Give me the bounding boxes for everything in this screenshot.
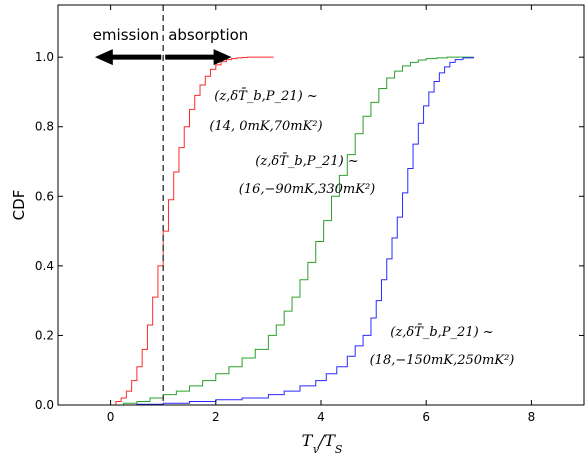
series-annotation-line2: (18,−150mK,250mK²)	[370, 353, 515, 368]
y-tick-label: 0.6	[35, 189, 54, 203]
x-tick-label: 6	[422, 410, 430, 424]
annotations: emission absorption (z,δT̄_b,P_21) ~ (14, 0…	[93, 26, 515, 368]
y-tick-label: 0.0	[35, 398, 54, 412]
cdf-series-line-1	[110, 56, 274, 406]
y-tick-label: 0.2	[35, 328, 54, 342]
axis-ticks: 0 2 4 6 8 0.0 0.2 0.4 0.6 0.8 1.0	[35, 5, 584, 424]
series-annotation-line2: (16,−90mK,330mK²)	[239, 182, 376, 197]
series-annotation-line1: (z,δT̄_b,P_21) ~	[255, 153, 358, 169]
plot-frame	[57, 4, 585, 406]
absorption-arrowhead	[213, 49, 232, 66]
y-tick-label: 0.4	[35, 259, 54, 273]
series-annotation-line1: (z,δT̄_b,P_21) ~	[390, 324, 493, 340]
emission-label: emission	[93, 26, 160, 44]
plot-area	[110, 5, 475, 406]
x-tick-label: 4	[317, 410, 325, 424]
emission-arrowhead	[94, 49, 113, 66]
x-tick-label: 8	[528, 410, 536, 424]
series-annotation-line1: (z,δT̄_b,P_21) ~	[214, 88, 317, 104]
x-tick-label: 0	[107, 410, 115, 424]
cdf-series-line-2	[110, 56, 474, 406]
y-tick-label: 1.0	[35, 50, 54, 64]
x-tick-label: 2	[212, 410, 220, 424]
y-tick-label: 0.8	[35, 120, 54, 134]
absorption-label: absorption	[168, 26, 248, 44]
cdf-series-line-3	[110, 57, 475, 406]
series-annotation-line2: (14, 0mK,70mK²)	[209, 119, 322, 134]
x-axis-label: Tγ/TS	[302, 431, 343, 453]
y-axis-label: CDF	[10, 190, 28, 221]
